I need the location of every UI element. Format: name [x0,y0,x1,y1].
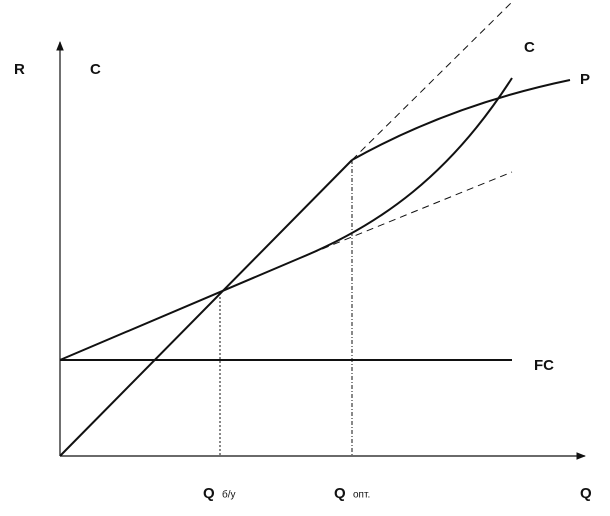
q-sub-label: опт. [353,490,370,501]
axis-label: Q [580,485,592,502]
curve-label: C [524,39,535,56]
curve-label: P [580,71,590,88]
revenue-line [59,159,353,457]
cost-curve [59,77,513,361]
revenue-extension [351,1,513,161]
axis-label: C [90,61,101,78]
q-sub-label: б/у [222,489,236,501]
q-label: Q [203,485,215,502]
curve-label: FC [534,357,554,374]
revenue-curve [351,79,571,161]
q-label: Q [334,485,346,502]
cost-tangent [299,171,513,259]
axis-label: R [14,61,25,78]
